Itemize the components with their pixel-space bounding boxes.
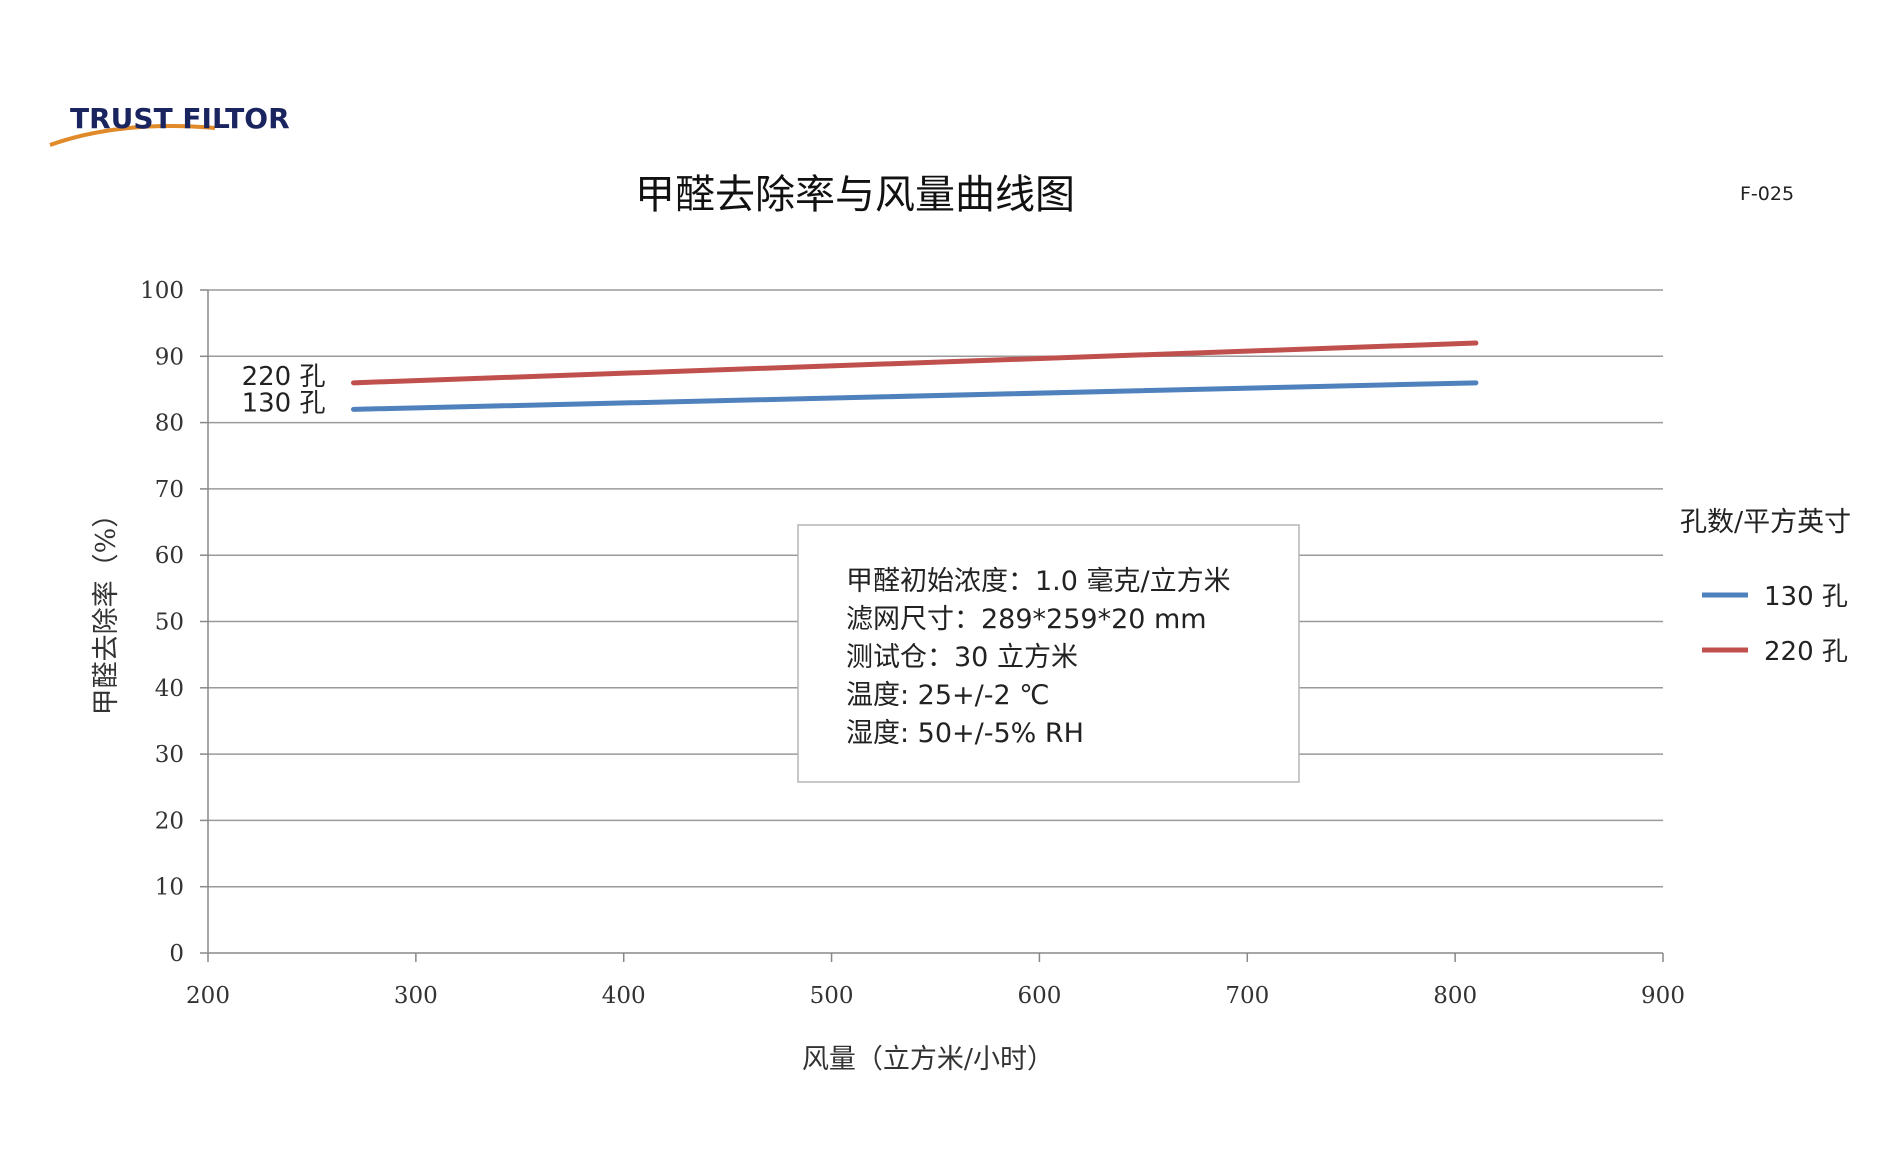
y-tick-label: 30	[155, 742, 184, 768]
y-tick-labels: 0 10 20 30 40 50 60 70 80 90 100	[140, 278, 184, 967]
x-tick-label: 700	[1225, 983, 1269, 1009]
x-tick-label: 500	[810, 983, 854, 1009]
series-lines	[351, 340, 1479, 412]
y-tick-label: 60	[155, 543, 184, 569]
info-box-frame	[797, 524, 1300, 783]
y-tick-label: 100	[140, 278, 184, 304]
series-line-220	[351, 340, 1479, 386]
y-tick-label: 20	[155, 808, 184, 834]
x-tick-label: 400	[602, 983, 646, 1009]
legend-items: 130 孔 220 孔	[1702, 582, 1848, 667]
logo-swoosh	[49, 124, 216, 147]
x-tick-label: 900	[1641, 983, 1685, 1009]
y-tick-label: 0	[169, 941, 184, 967]
info-line: 甲醛初始浓度：1.0 毫克/立方米	[846, 566, 1231, 597]
x-tick-label: 300	[394, 983, 438, 1009]
y-tick-label: 10	[155, 875, 184, 901]
legend-title: 孔数/平方英寸	[1680, 507, 1851, 538]
y-tick-label: 90	[155, 344, 184, 370]
y-axis-label: 甲醛去除率（%）	[91, 501, 122, 716]
series-label-130: 130 孔	[242, 388, 326, 418]
y-tick-label: 50	[155, 610, 184, 636]
axes	[207, 290, 1664, 962]
info-line: 湿度: 50+/-5% RH	[846, 718, 1084, 749]
legend: 孔数/平方英寸 130 孔 220 孔	[1680, 507, 1851, 667]
x-tick-label: 600	[1017, 983, 1061, 1009]
x-tick-labels: 200 300 400 500 600 700 800 900	[186, 983, 1685, 1009]
y-tick-label: 80	[155, 411, 184, 437]
trustfiltor-logo: TRUST FILTOR	[49, 102, 290, 147]
series-label-220: 220 孔	[242, 362, 326, 392]
info-line: 温度: 25+/-2 ℃	[846, 680, 1050, 711]
info-line: 测试仓：30 立方米	[846, 642, 1078, 673]
y-tick-label: 70	[155, 477, 184, 503]
chart-title: 甲醛去除率与风量曲线图	[635, 172, 1075, 218]
x-tick-label: 800	[1433, 983, 1477, 1009]
x-tick-label: 200	[186, 983, 230, 1009]
x-axis-label: 风量（立方米/小时）	[802, 1044, 1054, 1075]
legend-label: 130 孔	[1764, 582, 1848, 612]
series-line-130	[351, 380, 1479, 412]
y-tick-label: 40	[155, 676, 184, 702]
legend-label: 220 孔	[1764, 637, 1848, 667]
logo-text: TRUST FILTOR	[70, 102, 290, 135]
product-code: F-025	[1740, 183, 1794, 205]
info-line: 滤网尺寸：289*259*20 mm	[846, 604, 1207, 635]
